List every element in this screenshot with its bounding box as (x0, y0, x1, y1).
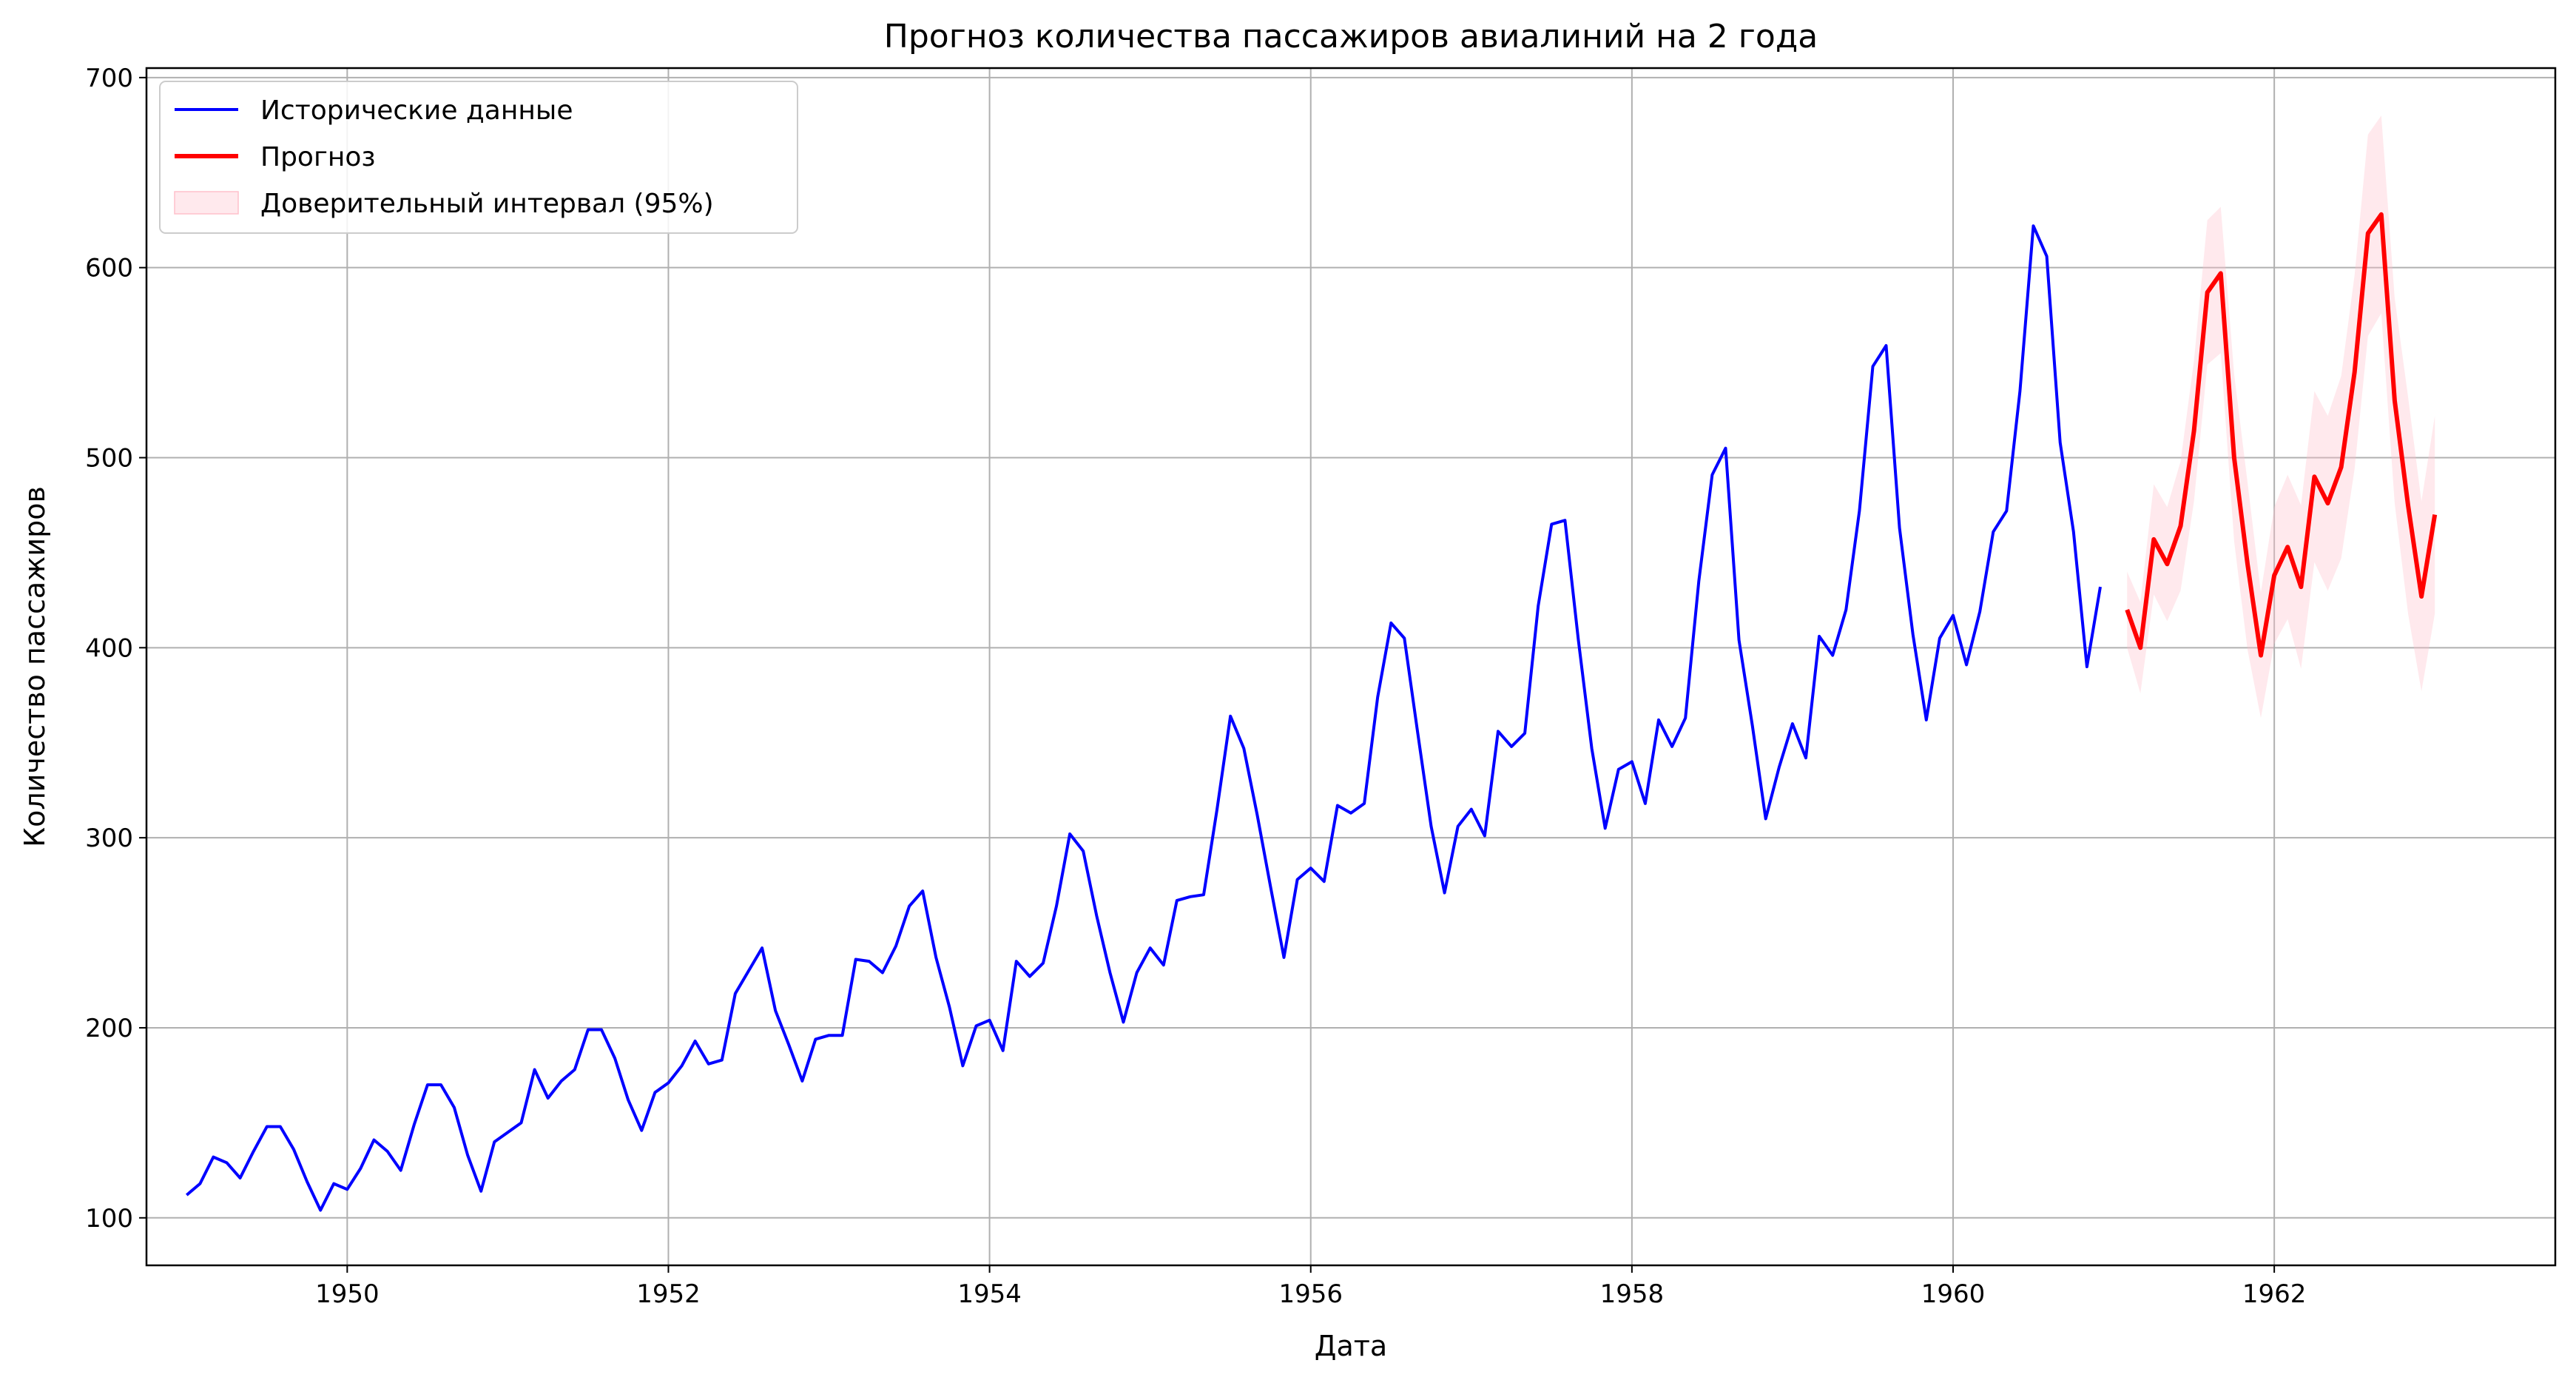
x-tick-label: 1954 (957, 1279, 1022, 1309)
y-tick-label: 200 (85, 1014, 133, 1043)
legend-box (159, 81, 798, 234)
confidence-band-layer (2127, 115, 2435, 719)
y-axis-label: Количество пассажиров (18, 486, 51, 847)
y-tick-label: 400 (85, 633, 133, 663)
legend: Исторические данные Прогноз Доверительны… (159, 81, 798, 234)
x-tick-label: 1950 (315, 1279, 380, 1309)
y-tick-label: 700 (85, 64, 133, 93)
tick-layer: 1950 1952 1954 1956 1958 1960 1962 100 200 300 400… (85, 64, 2306, 1309)
series-layer (186, 212, 2438, 1212)
confidence-interval-band (2127, 115, 2435, 719)
y-tick-label: 600 (85, 254, 133, 283)
x-tick-label: 1960 (1921, 1279, 1986, 1309)
historical-series-line (186, 224, 2102, 1212)
x-tick-label: 1962 (2242, 1279, 2307, 1309)
legend-label-historical: Исторические данные (260, 95, 573, 126)
x-axis-label: Дата (1315, 1330, 1387, 1362)
legend-swatch-interval (174, 191, 239, 215)
chart-title: Прогноз количества пассажиров авиалиний … (884, 18, 1818, 55)
x-tick-label: 1956 (1278, 1279, 1343, 1309)
legend-label-forecast: Прогноз (260, 142, 376, 172)
x-tick-label: 1952 (636, 1279, 701, 1309)
y-tick-label: 500 (85, 443, 133, 473)
grid-layer (146, 68, 2555, 1265)
x-tick-label: 1958 (1600, 1279, 1665, 1309)
legend-label-interval: Доверительный интервал (95%) (260, 189, 714, 219)
y-tick-label: 100 (85, 1204, 133, 1234)
forecast-series-line (2125, 212, 2438, 658)
y-tick-label: 300 (85, 824, 133, 853)
plot-frame (145, 67, 2557, 1267)
